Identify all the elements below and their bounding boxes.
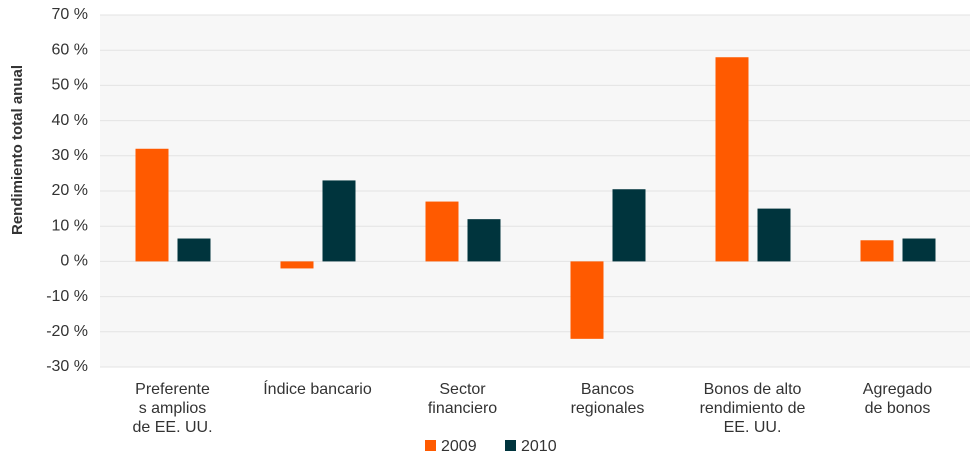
bar: [570, 261, 604, 339]
y-tick-label: -20 %: [46, 323, 88, 340]
bar: [425, 201, 459, 262]
y-tick-label: -30 %: [46, 358, 88, 375]
x-tick-label: regionales: [571, 400, 645, 417]
x-tick-label: de bonos: [865, 400, 931, 417]
x-tick-label: EE. UU.: [724, 419, 782, 436]
bar: [467, 219, 501, 262]
y-tick-label: 40 %: [52, 112, 88, 129]
bar: [280, 261, 314, 269]
y-tick-label: 0 %: [60, 253, 88, 270]
x-tick-label: de EE. UU.: [132, 419, 212, 436]
y-tick-label: -10 %: [46, 288, 88, 305]
y-tick-label: 60 %: [52, 41, 88, 58]
bar: [902, 238, 936, 262]
y-tick-label: 10 %: [52, 217, 88, 234]
x-tick-label: rendimiento de: [700, 400, 806, 417]
bar: [715, 57, 749, 262]
y-tick-label: 30 %: [52, 147, 88, 164]
x-tick-label: Preferente: [135, 381, 210, 398]
legend-label: 2009: [441, 438, 477, 455]
x-tick-label: Agregado: [863, 381, 932, 398]
y-axis-label: Rendimiento total anual: [9, 65, 26, 235]
y-tick-label: 50 %: [52, 77, 88, 94]
x-tick-label: s amplios: [139, 400, 207, 417]
bar: [322, 180, 356, 262]
legend-swatch: [425, 440, 436, 451]
legend-swatch: [505, 440, 516, 451]
x-tick-label: Sector: [439, 381, 486, 398]
bar: [860, 240, 894, 262]
bar: [135, 148, 169, 262]
x-tick-label: Índice bancario: [263, 379, 372, 398]
legend-label: 2010: [521, 438, 557, 455]
bar: [612, 189, 646, 262]
x-tick-label: financiero: [428, 400, 497, 417]
x-tick-label: Bonos de alto: [704, 381, 802, 398]
bar: [177, 238, 211, 262]
bar: [757, 208, 791, 262]
y-tick-label: 70 %: [52, 6, 88, 23]
y-tick-label: 20 %: [52, 182, 88, 199]
x-tick-label: Bancos: [581, 381, 634, 398]
